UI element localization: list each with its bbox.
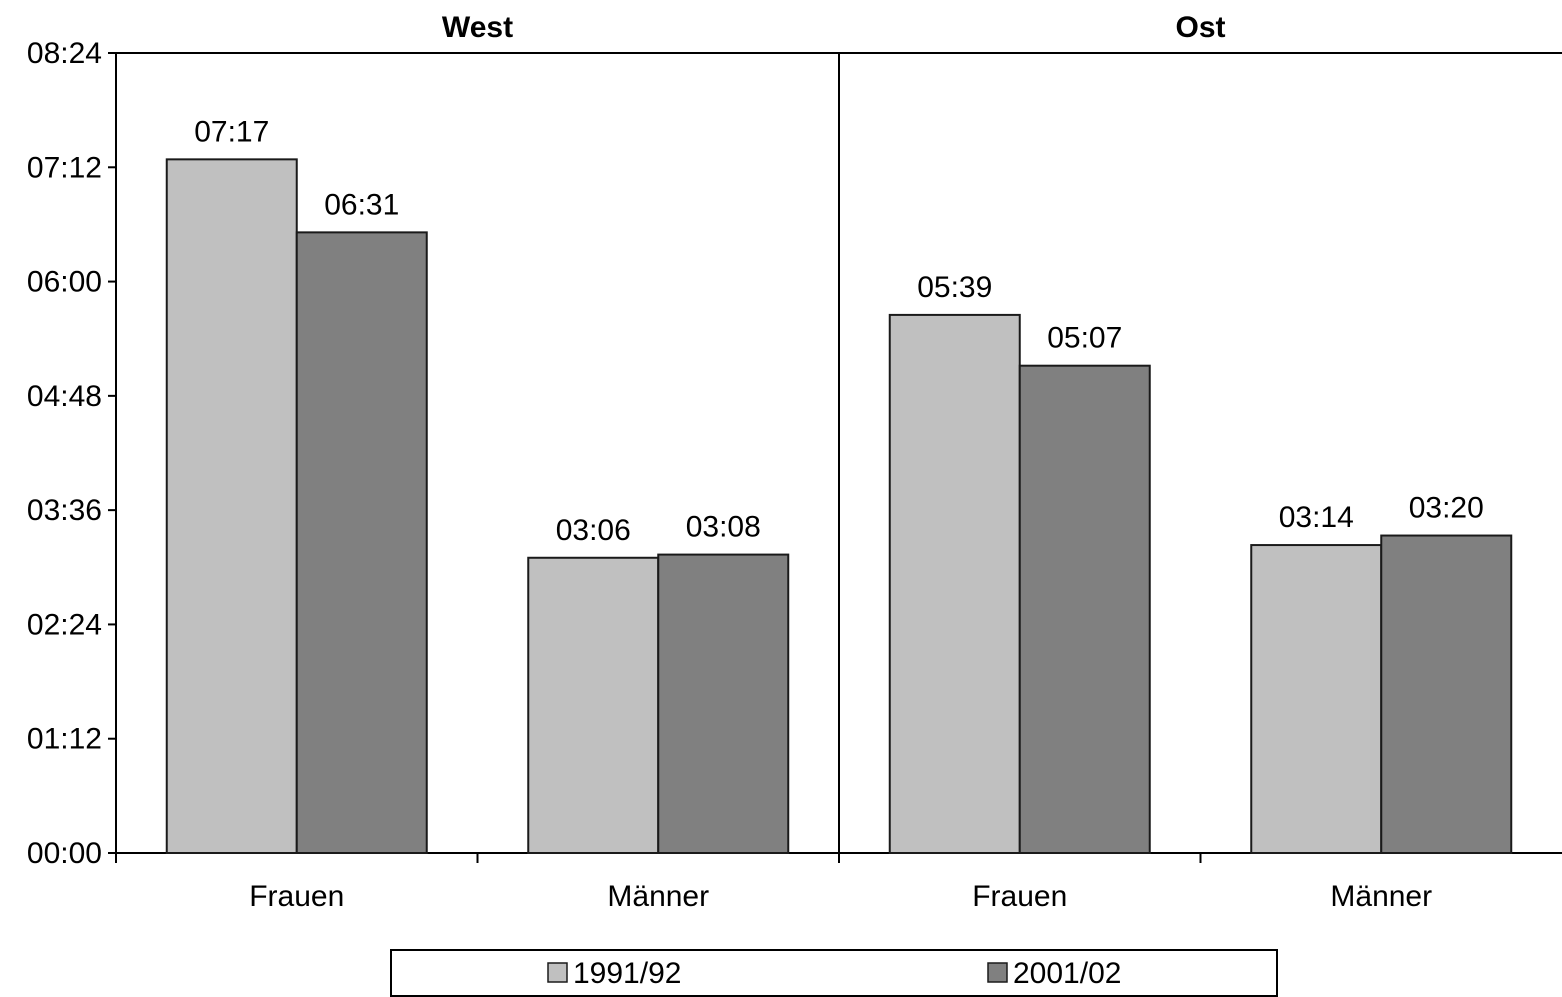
data-label: 05:39 <box>917 271 992 304</box>
data-label: 03:20 <box>1409 492 1484 525</box>
bar-2001-02 <box>1018 364 1151 854</box>
legend-swatch <box>987 962 1008 983</box>
legend-swatch <box>547 962 568 983</box>
data-label: 03:08 <box>686 511 761 544</box>
data-label: 03:06 <box>556 514 631 547</box>
bar-1991-92 <box>165 158 298 855</box>
category-label: Männer <box>607 880 709 913</box>
legend-label: 2001/02 <box>1013 957 1121 990</box>
y-tick-label: 02:24 <box>27 608 102 641</box>
category-label: Männer <box>1330 880 1432 913</box>
category-label: Frauen <box>972 880 1067 913</box>
y-tick-label: 04:48 <box>27 380 102 413</box>
legend-box <box>390 949 1278 997</box>
bar-1991-92 <box>888 313 1021 854</box>
category-label: Frauen <box>249 880 344 913</box>
bar-1991-92 <box>527 556 660 854</box>
bars <box>165 158 1513 855</box>
legend-label: 1991/92 <box>573 957 681 990</box>
data-label: 07:17 <box>194 115 269 148</box>
bar-2001-02 <box>657 553 790 854</box>
data-label: 05:07 <box>1047 322 1122 355</box>
labels: 00:00 01:12 02:24 03:36 04:48 06:00 07:12 08:24… <box>27 11 1484 913</box>
data-label: 06:31 <box>324 188 399 221</box>
bar-2001-02 <box>295 231 428 855</box>
data-label: 03:14 <box>1279 501 1354 534</box>
bar-2001-02 <box>1380 534 1513 854</box>
panel-title: West <box>442 11 513 44</box>
y-tick-label: 00:00 <box>27 837 102 870</box>
y-tick-label: 08:24 <box>27 37 102 70</box>
bar-1991-92 <box>1250 544 1383 854</box>
legend: 1991/92 2001/02 <box>390 949 1278 997</box>
y-tick-label: 01:12 <box>27 723 102 756</box>
y-tick-label: 06:00 <box>27 266 102 299</box>
panel-title: Ost <box>1175 11 1225 44</box>
y-tick-label: 07:12 <box>27 151 102 184</box>
y-tick-label: 03:36 <box>27 494 102 527</box>
